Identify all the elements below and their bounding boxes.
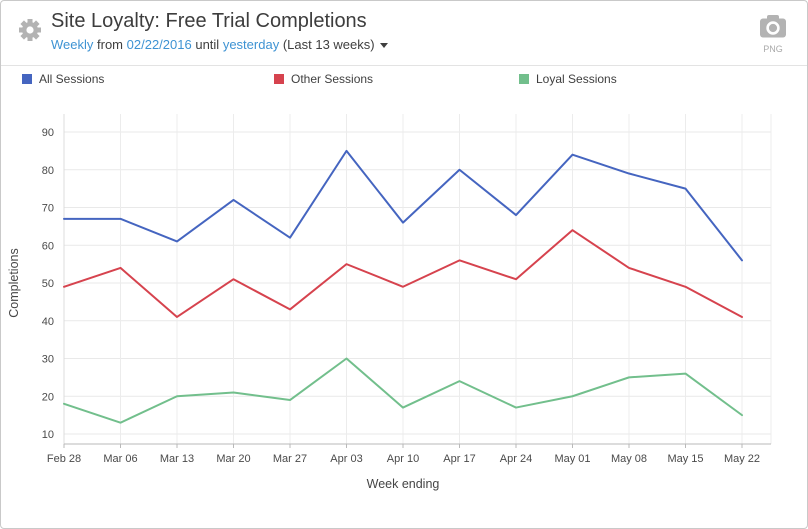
legend-swatch-loyal-sessions [519,74,529,84]
from-word: from [97,37,124,52]
frequency-link[interactable]: Weekly [51,37,94,52]
legend-item-other-sessions[interactable]: Other Sessions [274,72,373,86]
y-tick-label: 30 [42,354,54,366]
x-tick-label: Mar 27 [273,453,307,465]
export-format-label: PNG [763,44,783,54]
x-tick-label: Feb 28 [47,453,81,465]
y-tick-label: 20 [42,391,54,403]
x-tick-label: Apr 10 [387,453,419,465]
export-png-button[interactable]: PNG [752,15,794,54]
legend-swatch-all-sessions [22,74,32,84]
x-tick-label: Apr 24 [500,453,532,465]
report-header: Site Loyalty: Free Trial Completions Wee… [1,1,807,65]
range-note: (Last 13 weeks) [282,37,375,52]
x-tick-label: Mar 13 [160,453,194,465]
y-tick-label: 90 [42,127,54,139]
y-tick-label: 80 [42,165,54,177]
chart-plot-area[interactable]: 10 20 30 40 50 60 70 80 90 Feb 28 Mar 06 Mar 13 Mar … [1,96,807,516]
series-line-all-sessions[interactable] [63,149,743,262]
y-tick-label: 10 [42,429,54,441]
x-axis-title: Week ending [367,477,440,491]
legend-item-all-sessions[interactable]: All Sessions [22,72,104,86]
end-date-link[interactable]: yesterday [222,37,280,52]
x-tick-label: May 01 [554,453,590,465]
legend-item-loyal-sessions[interactable]: Loyal Sessions [519,72,617,86]
y-tick-label: 60 [42,240,54,252]
x-tick-label: Apr 17 [443,453,475,465]
x-tick-label: Mar 06 [103,453,137,465]
header-divider [1,65,807,66]
chart-legend: All Sessions Other Sessions Loyal Sessio… [1,72,807,92]
start-date-link[interactable]: 02/22/2016 [126,37,192,52]
camera-icon [760,15,786,38]
x-tick-label: May 22 [724,453,760,465]
legend-label-loyal-sessions: Loyal Sessions [536,72,617,86]
report-date-range: Weekly from 02/22/2016 until yesterday (… [51,36,388,53]
y-tick-label: 70 [42,203,54,215]
title-block: Site Loyalty: Free Trial Completions Wee… [51,8,388,53]
legend-label-other-sessions: Other Sessions [291,72,374,86]
report-title: Site Loyalty: Free Trial Completions [51,10,367,32]
legend-swatch-other-sessions [274,74,284,84]
y-axis-title: Completions [7,248,21,317]
x-tick-label: May 15 [667,453,703,465]
until-word: until [195,37,220,52]
legend-label-all-sessions: All Sessions [39,72,105,86]
y-tick-label: 40 [42,316,54,328]
dropdown-caret-icon[interactable] [379,43,388,48]
y-tick-label: 50 [42,278,54,290]
x-tick-label: May 08 [611,453,647,465]
series-line-loyal-sessions[interactable] [63,357,743,424]
x-tick-label: Mar 20 [216,453,250,465]
series-line-other-sessions[interactable] [63,229,743,318]
x-tick-label: Apr 03 [330,453,362,465]
settings-gear-icon[interactable] [16,16,44,44]
